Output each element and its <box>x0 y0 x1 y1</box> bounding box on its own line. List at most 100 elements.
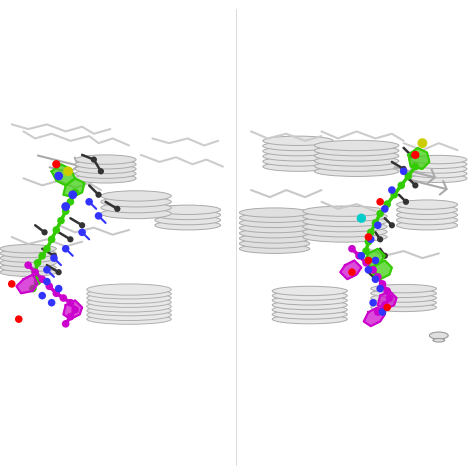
Ellipse shape <box>0 249 56 258</box>
Ellipse shape <box>239 223 310 233</box>
Point <box>90 156 98 164</box>
Point <box>367 228 374 236</box>
Point <box>365 238 372 246</box>
Ellipse shape <box>303 232 387 242</box>
Point <box>388 186 396 194</box>
Ellipse shape <box>272 305 347 314</box>
Polygon shape <box>340 261 361 279</box>
Point <box>411 163 419 171</box>
Point <box>43 266 51 273</box>
Ellipse shape <box>397 210 457 219</box>
Point <box>419 139 426 147</box>
Point <box>365 233 372 241</box>
Point <box>365 266 372 273</box>
Point <box>376 285 384 292</box>
Point <box>34 259 41 266</box>
Ellipse shape <box>303 211 387 221</box>
Ellipse shape <box>0 263 56 272</box>
Ellipse shape <box>314 156 399 166</box>
Point <box>66 299 74 307</box>
Point <box>78 228 86 236</box>
Ellipse shape <box>87 301 171 312</box>
Ellipse shape <box>263 157 333 166</box>
Point <box>69 191 76 199</box>
Ellipse shape <box>303 227 387 237</box>
Ellipse shape <box>239 213 310 222</box>
Ellipse shape <box>0 245 56 253</box>
Ellipse shape <box>397 215 457 225</box>
Point <box>71 306 79 313</box>
Ellipse shape <box>239 218 310 228</box>
Point <box>383 201 391 208</box>
Point <box>348 268 356 276</box>
Point <box>78 221 86 229</box>
Point <box>46 283 53 290</box>
Polygon shape <box>378 291 397 310</box>
Point <box>386 294 393 302</box>
Ellipse shape <box>272 291 347 301</box>
Ellipse shape <box>272 296 347 305</box>
Point <box>372 257 379 264</box>
Ellipse shape <box>0 259 56 267</box>
Point <box>62 320 70 328</box>
Ellipse shape <box>75 169 136 178</box>
Ellipse shape <box>101 191 171 201</box>
Ellipse shape <box>371 303 437 311</box>
Point <box>374 221 382 229</box>
Ellipse shape <box>314 140 399 151</box>
Point <box>362 259 370 266</box>
Ellipse shape <box>239 244 310 254</box>
Ellipse shape <box>410 169 467 178</box>
Ellipse shape <box>239 228 310 238</box>
Ellipse shape <box>410 165 467 173</box>
Point <box>379 280 386 288</box>
Polygon shape <box>373 261 392 279</box>
Point <box>95 191 102 199</box>
Point <box>66 198 74 206</box>
Point <box>43 245 51 253</box>
Point <box>48 299 55 307</box>
Ellipse shape <box>263 141 333 151</box>
Point <box>66 236 74 243</box>
Point <box>53 290 60 297</box>
Point <box>383 304 391 311</box>
Ellipse shape <box>314 166 399 176</box>
Ellipse shape <box>263 136 333 146</box>
Ellipse shape <box>303 206 387 216</box>
Ellipse shape <box>410 174 467 182</box>
Point <box>381 301 389 309</box>
Point <box>43 278 51 285</box>
Ellipse shape <box>303 216 387 227</box>
Ellipse shape <box>101 202 171 213</box>
Ellipse shape <box>87 309 171 320</box>
Point <box>374 273 382 281</box>
Point <box>62 203 70 210</box>
Ellipse shape <box>371 284 437 293</box>
Point <box>66 313 74 320</box>
Ellipse shape <box>155 220 220 230</box>
Polygon shape <box>364 308 385 326</box>
Polygon shape <box>64 178 84 197</box>
Polygon shape <box>408 148 429 169</box>
Ellipse shape <box>263 146 333 156</box>
Point <box>372 219 379 227</box>
Point <box>372 275 379 283</box>
Ellipse shape <box>87 297 171 307</box>
Point <box>15 315 23 323</box>
Point <box>60 294 67 302</box>
Ellipse shape <box>87 292 171 304</box>
Point <box>57 217 65 224</box>
Point <box>50 255 58 262</box>
Point <box>24 261 32 269</box>
Point <box>374 308 382 316</box>
Point <box>53 226 60 234</box>
Ellipse shape <box>272 310 347 319</box>
Point <box>62 245 70 253</box>
Point <box>400 165 407 173</box>
Point <box>38 292 46 300</box>
Point <box>376 210 384 217</box>
Ellipse shape <box>155 215 220 225</box>
Point <box>398 182 405 189</box>
Point <box>411 151 419 159</box>
Point <box>55 285 63 292</box>
